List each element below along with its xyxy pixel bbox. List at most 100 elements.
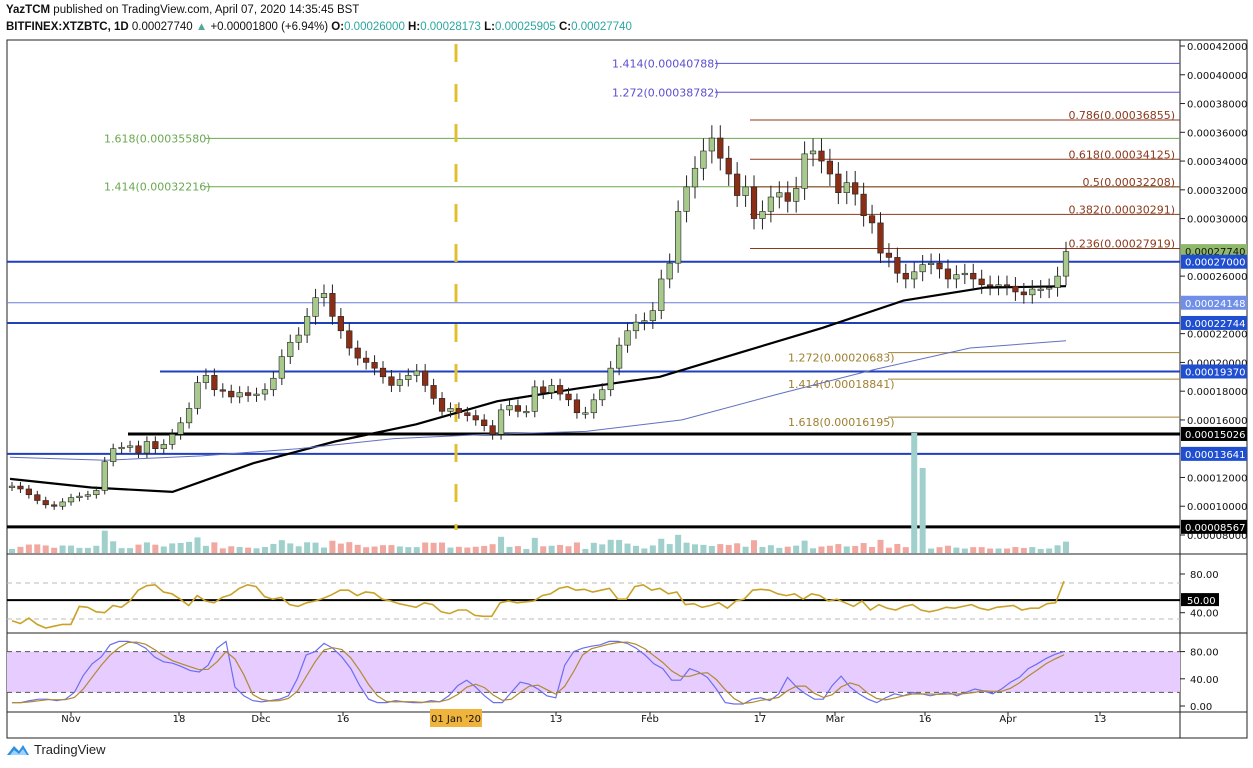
volume-bar bbox=[1003, 548, 1010, 553]
candle bbox=[346, 330, 353, 349]
volume-bar bbox=[337, 543, 344, 553]
fib-label: 0.618(0.00034125) bbox=[1068, 148, 1175, 161]
volume-bar bbox=[742, 546, 749, 553]
price-tick-label: 0.00012000 bbox=[1187, 473, 1247, 484]
time-axis[interactable]: Nov 18 Dec 16 01 Jan '20 13 Feb 17 Mar 16 Apr 13 bbox=[61, 709, 1106, 727]
volume-bar bbox=[835, 544, 842, 553]
volume-bar bbox=[68, 545, 75, 553]
stoch-band bbox=[7, 651, 1180, 693]
volume-bar bbox=[270, 543, 277, 553]
time-tick-label: Dec bbox=[251, 714, 270, 725]
candle bbox=[270, 377, 277, 391]
price-tick-label: 0.00018000 bbox=[1187, 387, 1247, 398]
volume-bar bbox=[641, 548, 648, 553]
volume-bar bbox=[9, 549, 15, 553]
volume-bar bbox=[278, 540, 285, 553]
publish-info: YazTCM published on TradingView.com, Apr… bbox=[6, 4, 359, 16]
volume-bar bbox=[346, 542, 353, 553]
candle bbox=[835, 173, 842, 194]
stoch-tick-label: 0.00 bbox=[1190, 702, 1212, 713]
volume-bar bbox=[869, 546, 876, 553]
volume-bar bbox=[194, 537, 201, 553]
volume-bar bbox=[430, 542, 437, 553]
volume-bar bbox=[388, 545, 395, 553]
volume-bar bbox=[320, 547, 327, 553]
candle bbox=[995, 284, 1002, 287]
price-label-text: 0.00019370 bbox=[1185, 367, 1245, 378]
volume-bar bbox=[211, 542, 218, 553]
author-name[interactable]: YazTCM bbox=[6, 4, 51, 16]
candle bbox=[784, 192, 791, 202]
volume-bar bbox=[751, 540, 758, 553]
time-tick-label: 16 bbox=[919, 714, 932, 725]
candle bbox=[337, 316, 344, 332]
volume-bar bbox=[84, 547, 91, 553]
volume-bar bbox=[700, 544, 707, 553]
candle bbox=[304, 316, 311, 336]
candle bbox=[708, 137, 715, 152]
volume-bar bbox=[405, 547, 412, 553]
price-label-badge bbox=[1181, 519, 1247, 534]
price-tick-label: 0.00038000 bbox=[1187, 100, 1247, 111]
price-label-text: 0.00027000 bbox=[1185, 258, 1245, 269]
candle bbox=[101, 461, 108, 491]
volume-bar bbox=[936, 547, 943, 553]
price-tick-label: 0.00042000 bbox=[1187, 42, 1247, 53]
volume-bar bbox=[894, 543, 901, 553]
volume-bar bbox=[186, 541, 193, 553]
volume-bar bbox=[143, 542, 150, 553]
last-price: 0.00027740 bbox=[131, 21, 193, 33]
volume-bar bbox=[944, 545, 951, 553]
moving-average-blue bbox=[9, 340, 1067, 461]
volume-bar bbox=[987, 548, 994, 553]
candle bbox=[506, 405, 513, 411]
candle bbox=[801, 153, 808, 189]
volume-bar bbox=[514, 546, 521, 553]
candle bbox=[607, 367, 614, 391]
candle bbox=[287, 341, 294, 357]
volume-bar bbox=[169, 543, 176, 553]
price-label-text: 0.00015026 bbox=[1185, 430, 1245, 441]
candle bbox=[624, 330, 631, 346]
price-label-text: 0.00024148 bbox=[1185, 299, 1245, 310]
price-axis[interactable]: 0.00042000 0.00040000 0.00038000 0.00036000… bbox=[1180, 42, 1247, 542]
candle bbox=[110, 448, 117, 462]
candle bbox=[894, 257, 901, 274]
brand-name: TradingView bbox=[34, 741, 106, 757]
candle bbox=[911, 271, 918, 280]
fib-label: 1.272(0.00038782) bbox=[612, 86, 719, 99]
fib-label: 1.414(0.00040788) bbox=[612, 57, 719, 70]
volume-bar bbox=[160, 546, 167, 553]
candle bbox=[363, 357, 370, 363]
time-tick-label: 01 Jan '20 bbox=[431, 714, 481, 725]
volume-bar bbox=[228, 546, 235, 553]
volume-bar bbox=[801, 540, 808, 553]
tradingview-brand[interactable]: TradingView bbox=[6, 741, 106, 757]
candle bbox=[405, 375, 412, 380]
candle bbox=[809, 150, 817, 155]
candle bbox=[278, 356, 285, 379]
fib-label: 1.618(0.00035580) bbox=[104, 132, 211, 145]
candle bbox=[1003, 284, 1011, 287]
candle bbox=[42, 500, 49, 506]
candle bbox=[1046, 287, 1053, 290]
volume-bar bbox=[42, 545, 49, 553]
candle bbox=[447, 408, 454, 412]
candle bbox=[641, 320, 648, 323]
volume-bar bbox=[1012, 547, 1019, 553]
svg-text:80.00: 80.00 bbox=[1190, 570, 1219, 581]
volume-bar bbox=[810, 548, 817, 553]
horizontal-levels bbox=[7, 260, 1180, 529]
time-tick-label: 17 bbox=[754, 714, 767, 725]
volume-bar bbox=[245, 547, 252, 553]
candle bbox=[438, 398, 446, 412]
candle bbox=[211, 375, 218, 391]
candle bbox=[936, 262, 943, 270]
volume-bar bbox=[734, 543, 741, 553]
volume-bar bbox=[843, 546, 850, 553]
candle bbox=[396, 379, 403, 386]
volume-bar bbox=[413, 547, 420, 553]
published-text: published on TradingView.com, April 07, … bbox=[53, 4, 360, 16]
time-tick-label: Mar bbox=[826, 714, 846, 725]
